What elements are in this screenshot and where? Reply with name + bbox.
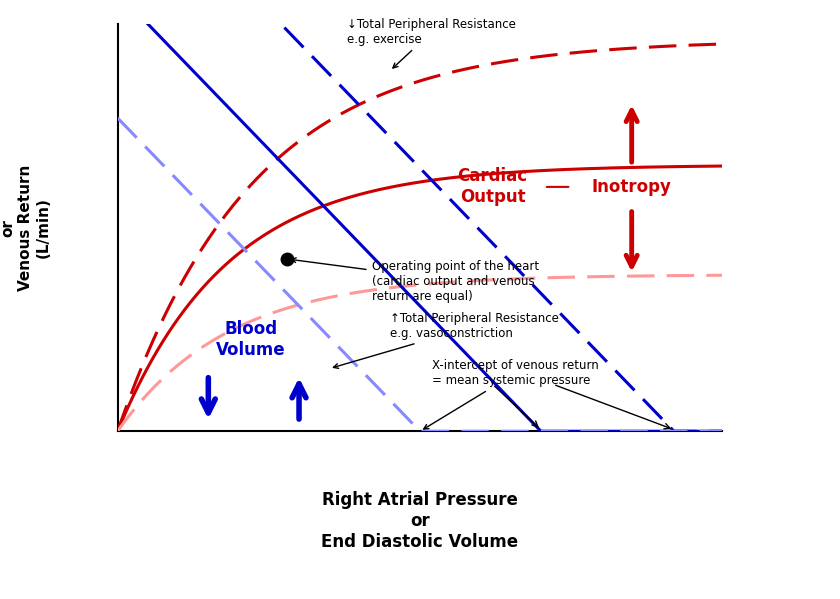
Text: Right Atrial Pressure
or
End Diastolic Volume: Right Atrial Pressure or End Diastolic V… (322, 491, 518, 551)
Text: Cardiac Output
or
Venous Return
(L/min): Cardiac Output or Venous Return (L/min) (0, 163, 50, 292)
Text: X-intercept of venous return
= mean systemic pressure: X-intercept of venous return = mean syst… (423, 359, 599, 429)
Text: Inotropy: Inotropy (591, 178, 672, 196)
Text: Cardiac
Output: Cardiac Output (458, 168, 528, 206)
Text: ↑Total Peripheral Resistance
e.g. vasoconstriction: ↑Total Peripheral Resistance e.g. vasoco… (333, 312, 559, 368)
Text: ↓Total Peripheral Resistance
e.g. exercise: ↓Total Peripheral Resistance e.g. exerci… (348, 18, 517, 68)
Text: Blood
Volume: Blood Volume (216, 320, 286, 359)
Text: Operating point of the heart
(cardiac output and venous
return are equal): Operating point of the heart (cardiac ou… (291, 258, 538, 302)
